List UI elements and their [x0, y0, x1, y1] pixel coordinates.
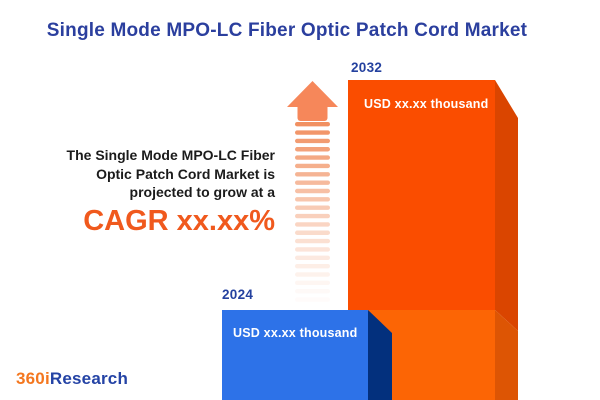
arrow-dash	[295, 130, 330, 135]
arrow-dash	[295, 188, 330, 194]
arrow-dash	[295, 180, 330, 185]
arrow-dash	[295, 280, 330, 286]
arrow-dash	[295, 213, 330, 219]
growth-arrow	[287, 81, 338, 301]
bar-2032-side	[495, 80, 518, 331]
arrow-dash	[295, 247, 330, 252]
page-title: Single Mode MPO-LC Fiber Optic Patch Cor…	[46, 20, 528, 41]
brand-logo-suffix: Research	[49, 369, 129, 388]
brand-logo-prefix: 360i	[16, 369, 50, 388]
growth-arrow-dashes	[295, 122, 330, 301]
bar-label-2024: 2024	[222, 287, 254, 302]
arrow-dash	[295, 147, 330, 152]
bar-2032-lower-side	[495, 310, 518, 400]
arrow-dash	[295, 172, 330, 177]
arrow-dash	[295, 230, 330, 235]
brand-logo: 360iResearch	[16, 369, 128, 389]
annotation-line-1: The Single Mode MPO-LC Fiber	[66, 147, 275, 163]
arrow-dash	[295, 155, 330, 160]
growth-annotation: The Single Mode MPO-LC Fiber Optic Patch…	[67, 146, 275, 238]
annotation-line-2: Optic Patch Cord Market is	[96, 165, 275, 182]
bar-2032-front	[348, 80, 495, 310]
arrow-dash	[295, 197, 330, 202]
bar-value-2032: USD xx.xx thousand	[364, 97, 489, 111]
arrow-dash	[295, 205, 330, 210]
arrow-dash	[295, 289, 330, 294]
arrow-dash	[295, 222, 330, 227]
arrow-dash	[295, 138, 330, 144]
arrow-dash	[295, 163, 330, 169]
bar-2024-front	[222, 310, 368, 400]
arrow-dash	[295, 122, 330, 127]
arrow-dash	[295, 263, 330, 269]
bar-2024-side	[368, 310, 392, 400]
cagr-value: CAGR xx.xx%	[83, 204, 275, 237]
arrow-dash	[295, 238, 330, 244]
annotation-line-3: projected to grow at a	[129, 184, 275, 200]
bar-label-2032: 2032	[351, 60, 383, 75]
arrow-dash	[295, 272, 330, 277]
arrow-dash	[295, 297, 330, 301]
arrow-dash	[295, 255, 330, 260]
growth-arrow-head-icon	[287, 81, 338, 107]
growth-arrow-neck	[297, 103, 328, 121]
bar-value-2024: USD xx.xx thousand	[233, 326, 358, 340]
